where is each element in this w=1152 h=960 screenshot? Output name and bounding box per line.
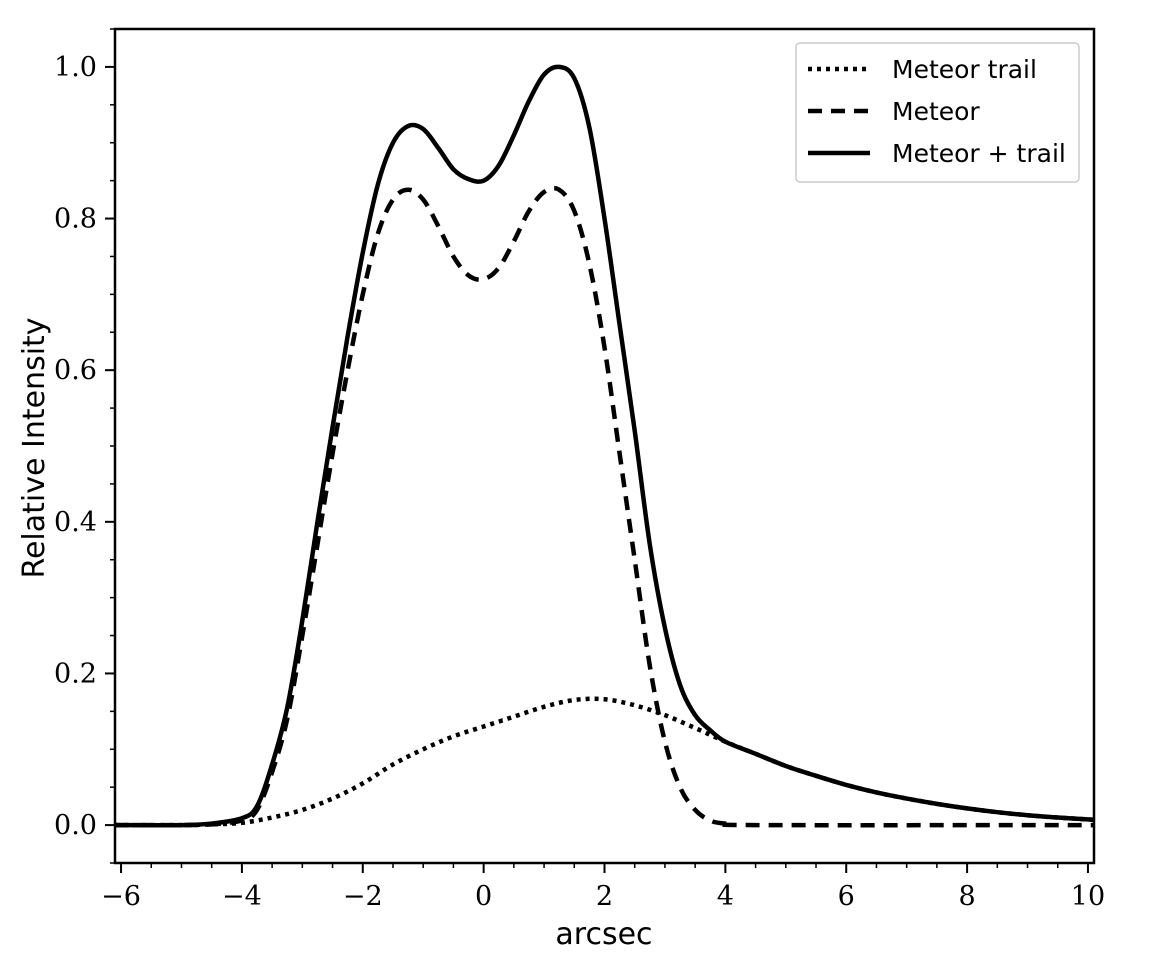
y-tick-label: 1.0 xyxy=(54,52,97,83)
y-tick-label: 0.6 xyxy=(54,355,97,386)
x-tick-label: 4 xyxy=(717,881,734,912)
legend: Meteor trail Meteor Meteor + trail xyxy=(795,42,1080,183)
series-line-3 xyxy=(115,64,1094,828)
x-axis-label: arcsec xyxy=(555,917,652,952)
x-tick-label: −4 xyxy=(222,881,262,912)
x-tick-label: 2 xyxy=(596,881,613,912)
x-tick-label: 6 xyxy=(838,881,855,912)
legend-entry: Meteor trail xyxy=(892,55,1037,84)
axis-ticks: −6 −4 −2 0 2 4 6 8 10 0.0 0.2 0.4 0.6 0.8 1.0 xyxy=(54,28,1105,912)
y-tick-label: 0.4 xyxy=(54,507,97,538)
y-tick-label: 0.2 xyxy=(54,658,97,689)
legend-entry: Meteor xyxy=(892,97,980,126)
legend-box xyxy=(795,42,1080,183)
x-tick-label: −6 xyxy=(101,881,141,912)
x-tick-label: 10 xyxy=(1071,881,1105,912)
x-tick-label: −2 xyxy=(343,881,383,912)
series-line-2 xyxy=(115,185,1094,828)
y-tick-label: 0.0 xyxy=(54,810,97,841)
legend-entry: Meteor + trail xyxy=(892,139,1066,168)
x-tick-label: 0 xyxy=(475,881,492,912)
y-axis-label: Relative Intensity xyxy=(17,317,52,578)
y-tick-label: 0.8 xyxy=(54,204,97,235)
plot-curves xyxy=(115,64,1094,828)
x-tick-label: 8 xyxy=(958,881,975,912)
